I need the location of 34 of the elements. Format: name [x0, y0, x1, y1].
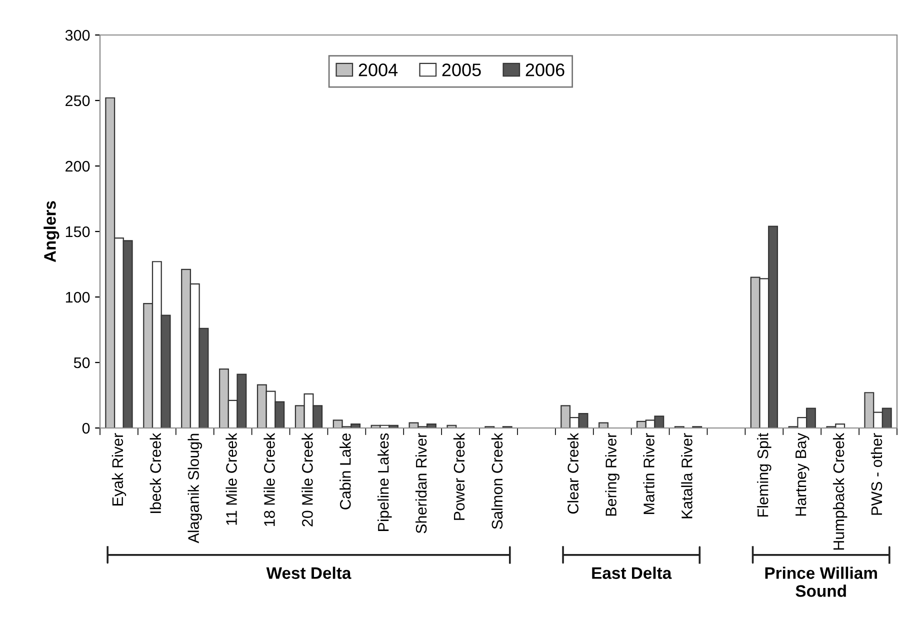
x-tick-label: Pipeline Lakes: [378, 433, 392, 531]
legend-label: 2006: [526, 64, 564, 76]
bar: [598, 422, 608, 428]
text: East Delta: [592, 566, 672, 579]
x-tick-label: Power Creek: [453, 432, 465, 520]
x-tick-label: Cabin Lake: [340, 434, 351, 510]
x-tick-label: Fleming Spit: [757, 432, 772, 517]
x-tick-label: Katalla River: [681, 433, 692, 518]
x-tick-label: Humpback Creek: [832, 432, 848, 550]
x-tick-label: Alaganik Slough: [188, 434, 202, 544]
x-tick-label: Ibeck Creek: [150, 432, 162, 513]
x-tick-label: Eyak River: [112, 433, 126, 506]
x-tick-label: 20 Mile Creek: [302, 432, 313, 526]
x-tick-label: Clear Creek: [567, 432, 579, 514]
y-tick-label: 300: [65, 30, 90, 41]
y-axis-title: Anglers: [44, 201, 60, 262]
text: West Delta: [266, 566, 352, 579]
x-tick-label: Bering River: [605, 433, 620, 516]
x-tick-label: Hartney Bay: [796, 432, 810, 516]
y-tick-label: 0: [82, 422, 90, 434]
text: Prince William Sound: [765, 566, 877, 597]
x-tick-label: Sheridan River: [415, 433, 427, 534]
legend-label: 2004: [358, 64, 398, 76]
y-tick-label: 150: [66, 226, 90, 238]
y-tick-label: 200: [66, 160, 90, 172]
y-tick-label: 50: [74, 357, 90, 368]
x-tick-label: Martin River: [643, 433, 654, 514]
y-tick-label: 250: [66, 95, 90, 106]
x-tick-label: Salmon Creek: [491, 432, 503, 529]
x-tick-label: PWS - other: [870, 433, 882, 515]
x-tick-label: 18 Mile Creek: [264, 432, 275, 526]
legend-label: 2005: [442, 64, 481, 76]
y-tick-label: 100: [66, 292, 90, 303]
x-tick-label: 11 Mile Creek: [226, 432, 237, 525]
